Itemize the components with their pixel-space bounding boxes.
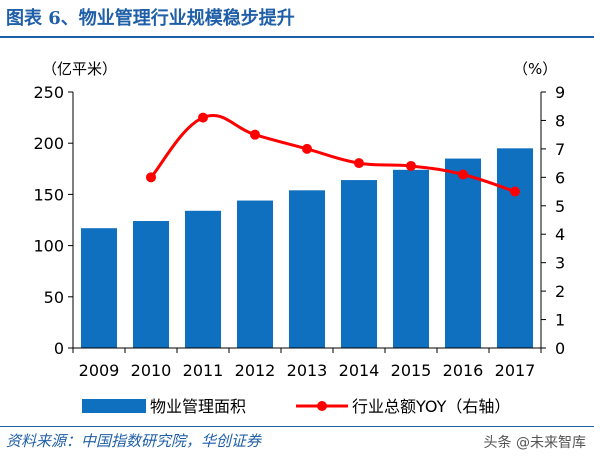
left-tick-label: 0 bbox=[54, 339, 64, 358]
yoy-point-2011 bbox=[198, 112, 208, 123]
figure-header: 图表 6、物业管理行业规模稳步提升 bbox=[0, 0, 594, 40]
yoy-point-2013 bbox=[302, 143, 312, 154]
bar-2017 bbox=[497, 148, 533, 348]
yoy-point-2012 bbox=[250, 129, 260, 140]
bar-2016 bbox=[445, 158, 481, 348]
x-tick-label: 2015 bbox=[391, 361, 432, 380]
right-tick-label: 4 bbox=[555, 225, 565, 244]
x-tick-label: 2017 bbox=[495, 361, 536, 380]
line-layer bbox=[146, 112, 520, 197]
x-tick-label: 2012 bbox=[235, 361, 276, 380]
left-tick-label: 150 bbox=[33, 185, 64, 204]
watermark: 头条 @未来智库 bbox=[483, 435, 586, 451]
figure-title: 图表 6、物业管理行业规模稳步提升 bbox=[6, 8, 295, 29]
source-note: 资料来源：中国指数研究院，华创证券 bbox=[6, 432, 262, 450]
x-tick-label: 2011 bbox=[183, 361, 224, 380]
bar-2014 bbox=[341, 180, 377, 348]
bar-2011 bbox=[185, 210, 221, 348]
left-axis-unit: （亿平米） bbox=[42, 60, 117, 78]
right-axis-unit: （%） bbox=[513, 60, 557, 78]
x-tick-label: 2010 bbox=[131, 361, 172, 380]
right-tick-label: 0 bbox=[555, 339, 565, 358]
right-tick-label: 6 bbox=[555, 168, 565, 187]
left-tick-label: 100 bbox=[33, 237, 64, 256]
title-underline bbox=[0, 36, 594, 38]
x-tick-label: 2009 bbox=[79, 361, 120, 380]
right-tick-label: 7 bbox=[555, 140, 565, 159]
bars-layer bbox=[81, 148, 533, 348]
yoy-point-2017 bbox=[510, 186, 520, 197]
bar-2012 bbox=[237, 200, 273, 348]
right-tick-label: 1 bbox=[555, 311, 565, 330]
right-tick-label: 5 bbox=[555, 197, 565, 216]
legend-label-line: 行业总额YOY（右轴） bbox=[352, 397, 510, 416]
legend: 物业管理面积 行业总额YOY（右轴） bbox=[82, 397, 510, 416]
bar-2013 bbox=[289, 190, 325, 348]
yoy-point-2014 bbox=[354, 158, 364, 169]
bar-2015 bbox=[393, 169, 429, 348]
right-tick-label: 8 bbox=[555, 111, 565, 130]
bar-2009 bbox=[81, 228, 117, 348]
legend-label-bar: 物业管理面积 bbox=[150, 397, 246, 416]
axes-layer: 0 50 100 150 200 250 0 1 2 3 4 5 6 7 8 9 2009 2010 2011 201… bbox=[33, 60, 565, 380]
x-tick-label: 2014 bbox=[339, 361, 380, 380]
yoy-point-2016 bbox=[458, 169, 468, 180]
right-tick-label: 3 bbox=[555, 254, 565, 273]
source-rule bbox=[0, 426, 594, 427]
left-tick-label: 50 bbox=[44, 288, 64, 307]
x-tick-label: 2016 bbox=[443, 361, 484, 380]
x-tick-label: 2013 bbox=[287, 361, 328, 380]
yoy-point-2010 bbox=[146, 172, 156, 183]
right-tick-label: 2 bbox=[555, 282, 565, 301]
right-tick-label: 9 bbox=[555, 83, 565, 102]
left-tick-label: 200 bbox=[33, 134, 64, 153]
left-tick-label: 250 bbox=[33, 83, 64, 102]
legend-swatch-marker bbox=[317, 401, 327, 411]
chart: 0 50 100 150 200 250 0 1 2 3 4 5 6 7 8 9 2009 2010 2011 201… bbox=[33, 60, 565, 416]
yoy-point-2015 bbox=[406, 160, 416, 171]
bar-2010 bbox=[133, 221, 169, 348]
legend-swatch-bar bbox=[82, 399, 146, 413]
